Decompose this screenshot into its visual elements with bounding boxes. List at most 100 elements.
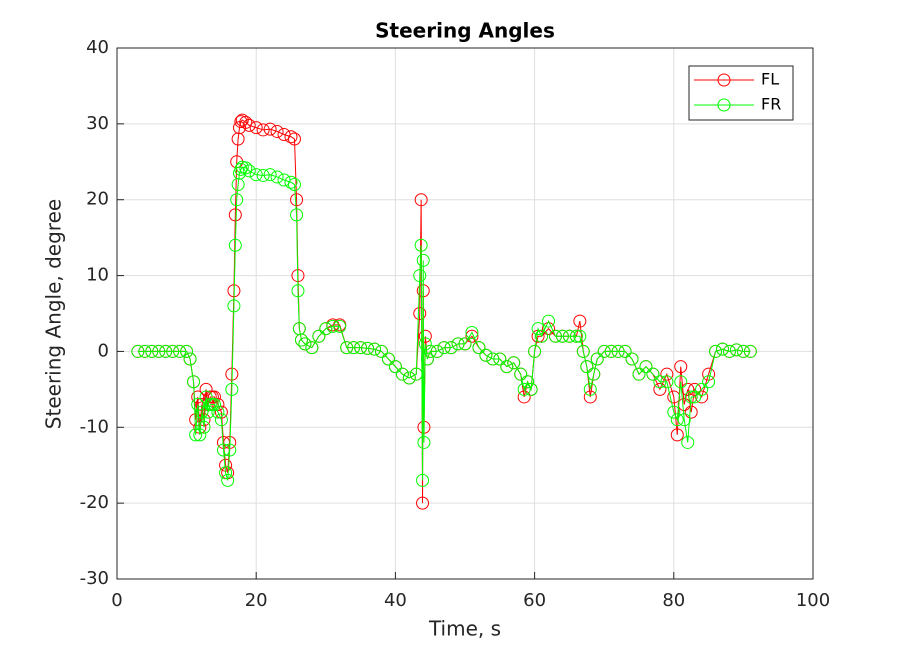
data-point	[660, 375, 674, 389]
data-point	[660, 367, 674, 381]
legend-box	[688, 65, 794, 121]
data-point	[688, 390, 702, 404]
data-point	[542, 314, 556, 328]
data-point	[583, 390, 597, 404]
data-point	[430, 344, 444, 358]
data-point	[219, 466, 233, 480]
data-point	[230, 193, 244, 207]
data-point	[347, 341, 361, 355]
data-point	[294, 333, 308, 347]
data-point	[340, 341, 354, 355]
data-point	[191, 390, 205, 404]
data-point	[583, 382, 597, 396]
data-point	[166, 344, 180, 358]
data-point	[225, 382, 239, 396]
data-point	[416, 473, 430, 487]
data-point	[684, 405, 698, 419]
data-point	[580, 360, 594, 374]
data-point	[674, 375, 688, 389]
data-point	[287, 132, 301, 146]
data-point	[507, 356, 521, 370]
data-point	[722, 344, 736, 358]
data-point	[521, 375, 535, 389]
data-point	[611, 344, 625, 358]
data-point	[227, 299, 241, 313]
data-point	[228, 208, 242, 222]
data-point	[681, 435, 695, 449]
data-point	[729, 343, 743, 357]
x-tick-label: 0	[111, 590, 122, 611]
data-point	[573, 314, 587, 328]
data-point	[670, 428, 684, 442]
y-axis-label: Steering Angle, degree	[42, 199, 66, 429]
data-point	[535, 329, 549, 343]
data-point	[152, 344, 166, 358]
data-point	[451, 337, 465, 351]
x-tick-label: 20	[245, 590, 268, 611]
data-point	[191, 398, 205, 412]
data-point	[193, 428, 207, 442]
data-point	[234, 115, 248, 129]
data-point	[418, 329, 432, 343]
data-point	[531, 322, 545, 336]
x-tick-label: 40	[384, 590, 407, 611]
data-point	[569, 329, 583, 343]
data-point	[414, 193, 428, 207]
data-point	[524, 382, 538, 396]
data-point	[465, 329, 479, 343]
plot-frame	[116, 47, 814, 580]
y-tick-label: 20	[86, 189, 109, 210]
x-tick-label: 100	[796, 590, 830, 611]
data-point	[183, 352, 197, 366]
data-point	[197, 420, 211, 434]
data-point	[573, 329, 587, 343]
data-point	[420, 352, 434, 366]
data-point	[639, 360, 653, 374]
data-point	[736, 344, 750, 358]
data-point	[625, 352, 639, 366]
data-point	[189, 428, 203, 442]
data-point	[305, 341, 319, 355]
legend-label: FR	[761, 95, 781, 114]
data-point	[333, 319, 347, 333]
data-point	[465, 325, 479, 339]
data-point	[576, 344, 590, 358]
data-point	[517, 382, 531, 396]
data-point	[670, 413, 684, 427]
data-point	[242, 164, 256, 178]
data-point	[417, 435, 431, 449]
data-point	[221, 473, 235, 487]
data-point	[326, 319, 340, 333]
data-point	[437, 341, 451, 355]
data-point	[195, 405, 209, 419]
data-point	[688, 382, 702, 396]
data-point	[228, 238, 242, 252]
y-tick-label: -30	[80, 568, 109, 589]
data-point	[207, 390, 221, 404]
data-point	[187, 375, 201, 389]
data-point	[409, 367, 423, 381]
y-tick-label: -10	[80, 416, 109, 437]
data-point	[284, 130, 298, 144]
data-point	[312, 329, 326, 343]
data-point	[702, 375, 716, 389]
data-point	[542, 322, 556, 336]
y-tick-label: 10	[86, 265, 109, 286]
data-point	[214, 405, 228, 419]
data-point	[695, 390, 709, 404]
data-point	[249, 121, 263, 135]
data-point	[374, 344, 388, 358]
data-point	[743, 344, 757, 358]
data-point	[354, 341, 368, 355]
data-point	[414, 238, 428, 252]
data-point	[270, 124, 284, 138]
data-point	[239, 161, 253, 175]
x-tick-label: 80	[662, 590, 685, 611]
data-point	[618, 344, 632, 358]
data-point	[298, 337, 312, 351]
data-point	[234, 162, 248, 176]
data-point	[256, 123, 270, 137]
data-point	[368, 342, 382, 356]
data-point	[587, 367, 601, 381]
